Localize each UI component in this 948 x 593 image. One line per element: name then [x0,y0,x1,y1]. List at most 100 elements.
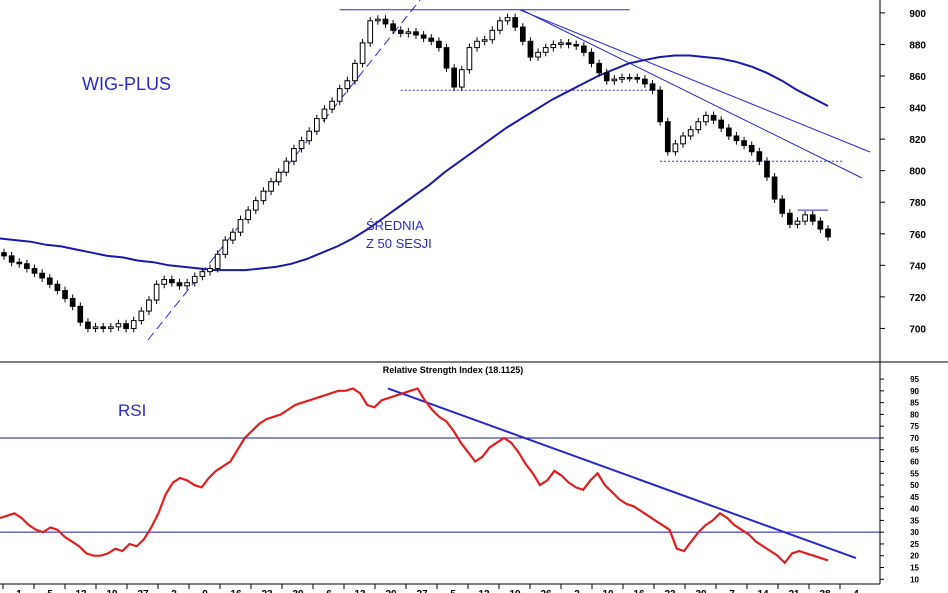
price-y-axis: 700 720 740 760 780 800 820 840 860 880 900 [880,9,926,335]
candle-body [558,42,564,45]
rsi-y-tick-label: 20 [910,552,919,561]
candle-body [138,310,145,322]
rsi-y-tick-label: 40 [910,505,919,514]
candle-body [474,40,480,49]
candle-body [664,121,671,153]
price-y-tick-label: 700 [909,324,926,335]
candle-body [611,78,618,82]
candle-body [85,321,91,329]
x-tick-label: 26 [540,589,552,593]
price-y-tick-label: 780 [909,198,926,209]
candle-body [413,31,419,36]
x-tick-label: 23 [664,589,676,593]
candle-body [451,67,457,88]
rsi-y-tick-label: 80 [910,410,919,419]
candle-body [184,282,190,287]
candle-body [458,69,465,88]
candle-body [153,283,160,301]
candle-body [771,176,778,200]
candle-body [519,26,526,42]
candle-body [130,320,137,329]
candle-body [550,43,557,49]
candle-body [725,127,732,137]
price-y-tick-label: 880 [909,40,926,51]
candle-body [436,40,442,49]
candle-body [512,17,519,28]
rsi-y-tick-label: 50 [910,481,919,490]
candle-body [695,121,702,131]
x-tick-label: 20 [385,589,397,593]
candle-body [603,72,610,82]
candle-body [283,160,290,173]
rsi-y-tick-label: 15 [910,564,919,573]
x-tick-label: 30 [695,589,707,593]
candle-body [428,37,435,42]
x-tick-label: 28 [819,589,831,593]
candle-body [825,228,831,238]
candle-body [146,299,152,312]
price-y-tick-label: 840 [909,104,926,115]
candle-body [420,34,427,39]
candle-body [245,209,251,221]
x-axis: 1 5 12 19 27 2 9 16 23 30 6 13 20 27 5 12 19 26 2 10 16 23 30 7… [2,584,859,593]
rsi-y-tick-label: 55 [910,469,919,478]
candle-body [100,326,107,329]
candle-body [680,135,686,145]
candle-body [46,277,53,285]
wig-plus-label: WIG-PLUS [82,74,171,94]
rsi-y-tick-label: 65 [910,446,919,455]
candle-body [329,100,335,110]
candle-body [169,279,175,284]
price-y-tick-label: 820 [909,135,926,146]
candle-body [672,143,679,153]
price-y-tick-label: 900 [909,9,926,20]
candle-body [535,51,541,58]
candle-body [565,42,572,45]
candle-body [77,305,84,323]
candle-body [352,62,358,82]
candle-body [260,190,267,202]
rsi-y-tick-label: 45 [910,493,919,502]
candle-body [54,283,61,292]
moving-average-line [0,54,829,272]
x-tick-label: 14 [757,589,769,593]
candle-body [1,252,7,257]
rsi-panel: Relative Strength Index (18.1125) RSI 10… [0,365,920,584]
candle-body [237,219,244,233]
candle-body [291,148,297,162]
candle-body [176,282,183,287]
candle-body [588,51,595,64]
price-y-tick-label: 800 [909,167,926,178]
candle-body [542,47,549,53]
candle-body [298,140,305,150]
candle-body [764,160,770,178]
trendline-falling-1 [519,9,871,153]
rsi-y-tick-label: 35 [910,516,919,525]
x-tick-label: 9 [202,589,208,593]
rsi-y-tick-label: 85 [910,399,919,408]
price-y-tick-label: 860 [909,72,926,83]
x-tick-label: 10 [602,589,614,593]
candle-body [504,17,511,22]
candle-body [817,220,824,230]
x-tick-label: 23 [261,589,273,593]
x-tick-label: 1 [16,589,22,593]
x-tick-label: 5 [450,589,456,593]
x-tick-label: 19 [509,589,521,593]
candle-body [62,290,68,299]
candle-body [710,114,717,121]
candle-body [748,144,755,153]
x-tick-label: 19 [106,589,118,593]
candle-body [497,20,503,31]
candle-body [359,42,366,64]
candle-body [718,119,725,129]
candle-body [336,88,343,102]
candle-body [619,77,625,80]
candle-body [581,45,587,53]
candle-body [466,47,473,71]
candle-body [199,271,206,277]
candle-body [69,297,76,307]
candle-body [115,323,122,328]
rsi-y-axis: 10 15 20 25 30 35 40 45 50 55 60 65 70 75 80 85 90 95 [880,375,920,584]
candle-body [756,151,763,162]
